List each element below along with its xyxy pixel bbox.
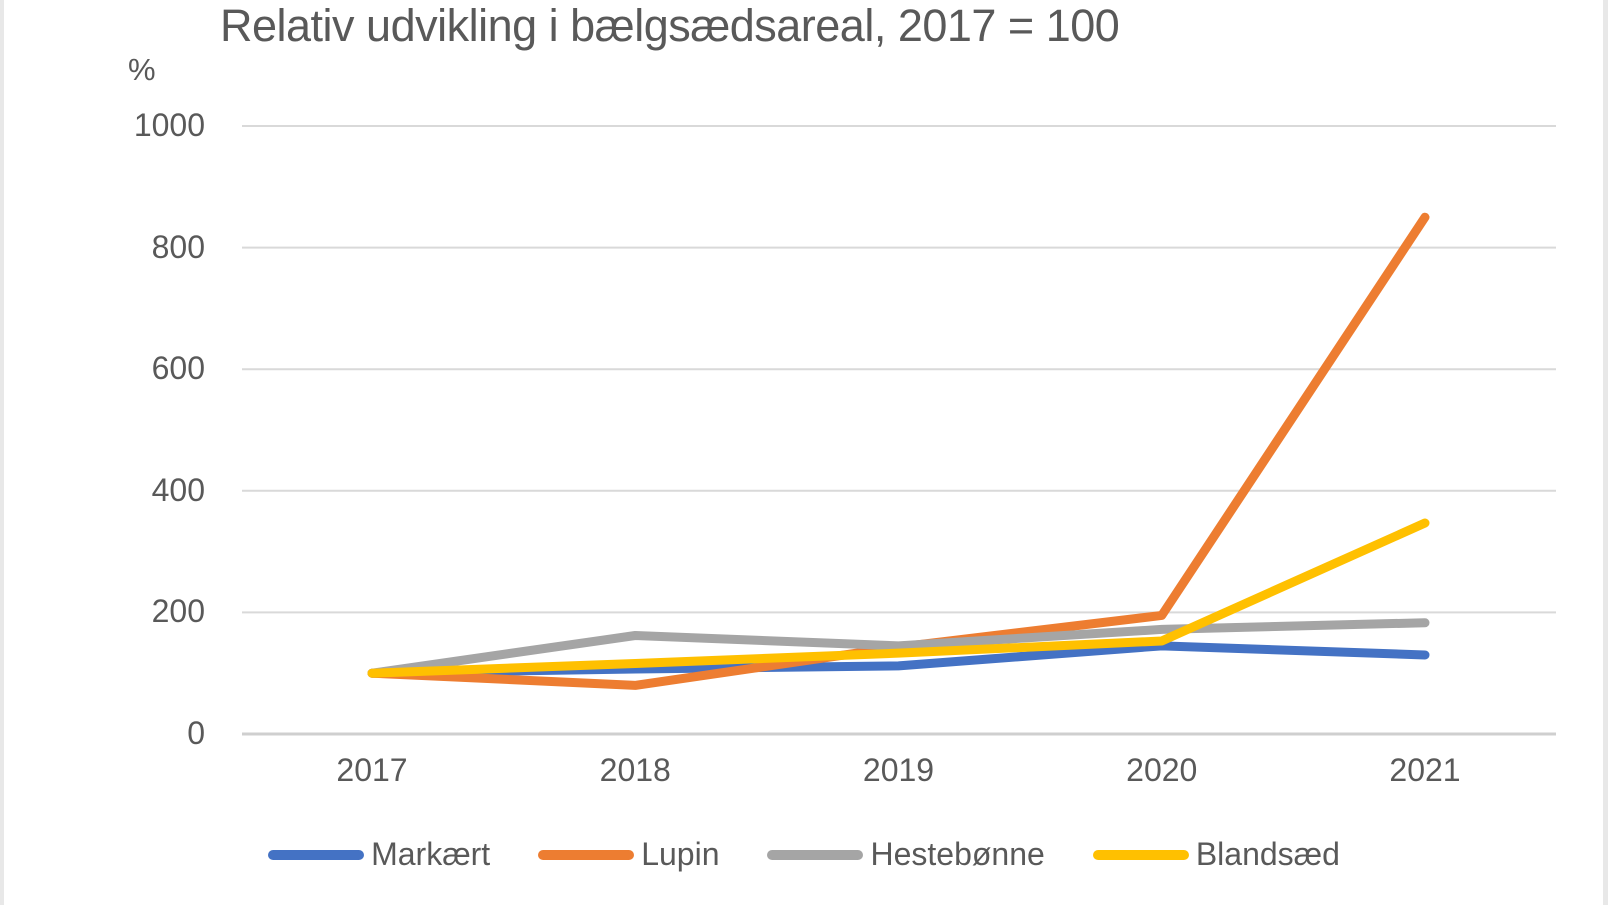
y-axis-tick-label: 1000: [133, 107, 205, 143]
legend-item-hestebønne[interactable]: Hestebønne: [767, 836, 1045, 873]
series-line-lupin: [367, 212, 1430, 690]
x-axis-label: 2017: [336, 752, 408, 788]
legend-label: Blandsæd: [1195, 836, 1340, 872]
chart-legend: Markært Lupin Hestebønne Blandsæd: [0, 836, 1608, 873]
legend-swatch: [1092, 849, 1189, 860]
legend-swatch: [767, 849, 864, 860]
y-axis-unit-label: %: [128, 52, 156, 87]
y-axis-tick-label: 200: [151, 593, 205, 630]
legend-label: Lupin: [641, 836, 720, 872]
legend-label: Hestebønne: [870, 836, 1045, 872]
x-axis-label: 2018: [599, 752, 671, 788]
legend-item-blandsæd[interactable]: Blandsæd: [1092, 836, 1340, 873]
chart-title: Relativ udvikling i bælgsædsareal, 2017 …: [220, 0, 1120, 51]
left-edge-strip: [0, 0, 4, 905]
legend-swatch: [538, 849, 635, 860]
series-line-hestebønne: [367, 618, 1430, 678]
x-axis-label: 2020: [1126, 752, 1198, 788]
x-axis-label: 2019: [862, 752, 935, 788]
y-axis-tick-label: 400: [151, 471, 205, 508]
legend-item-markært[interactable]: Markært: [268, 836, 490, 873]
legend-label: Markært: [371, 836, 491, 872]
y-axis-tick-label: 600: [151, 350, 205, 387]
right-edge-strip[interactable]: [1603, 0, 1608, 905]
series-line-blandsæd: [367, 518, 1430, 678]
legend-swatch: [268, 849, 365, 860]
y-axis-tick-label: 800: [151, 228, 205, 265]
x-axis-label: 2021: [1389, 752, 1461, 788]
legend-item-lupin[interactable]: Lupin: [538, 836, 719, 873]
y-axis-tick-label: 0: [187, 715, 205, 751]
